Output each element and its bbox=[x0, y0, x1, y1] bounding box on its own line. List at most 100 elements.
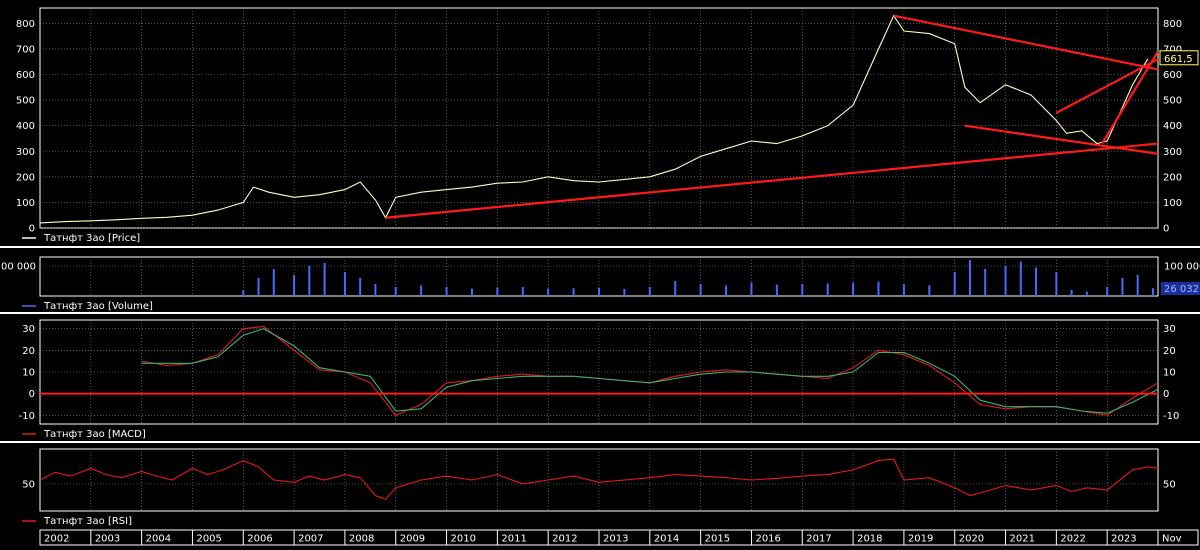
volume-bar bbox=[648, 287, 651, 296]
x-tick-label: 2020 bbox=[959, 534, 984, 545]
x-tick-label: 2015 bbox=[705, 534, 730, 545]
volume-bar bbox=[928, 285, 931, 296]
volume-bar bbox=[598, 287, 600, 296]
series-line-0-0 bbox=[39, 14, 1149, 224]
volume-bar bbox=[968, 260, 971, 296]
volume-bar bbox=[496, 287, 499, 296]
y-tick-label-right: 50 bbox=[1163, 479, 1176, 490]
volume-bar bbox=[1035, 267, 1038, 296]
x-tick-label: 2007 bbox=[298, 534, 323, 545]
volume-bar bbox=[902, 284, 905, 296]
volume-bar bbox=[359, 278, 362, 296]
x-tick-label: 2014 bbox=[654, 534, 679, 545]
y-tick-label-left: 700 bbox=[16, 44, 35, 55]
volume-bar bbox=[308, 266, 311, 296]
volume-bar bbox=[775, 284, 778, 296]
y-tick-label-left: 0 bbox=[29, 389, 35, 400]
volume-bar bbox=[1004, 266, 1007, 296]
x-tick-label: Nov bbox=[1162, 534, 1182, 545]
y-tick-label-right: 0 bbox=[1163, 224, 1169, 235]
y-tick-label-left: 400 bbox=[16, 121, 35, 132]
x-tick-label: 2012 bbox=[552, 534, 577, 545]
volume-bar bbox=[877, 281, 880, 296]
x-tick-label: 2018 bbox=[857, 534, 882, 545]
x-tick-label: 2003 bbox=[95, 534, 120, 545]
volume-bar bbox=[1070, 290, 1073, 296]
volume-bar bbox=[445, 287, 448, 296]
x-tick-label: 2017 bbox=[806, 534, 831, 545]
series-line-3-0 bbox=[39, 458, 1159, 501]
y-tick-label-left: 100 000 bbox=[0, 262, 36, 273]
y-tick-label-right: 100 000 bbox=[1164, 262, 1200, 273]
volume-bar bbox=[257, 278, 260, 296]
x-tick-label: 2022 bbox=[1060, 534, 1085, 545]
y-tick-label-right: 10 bbox=[1163, 368, 1176, 379]
y-tick-label-right: 100 bbox=[1163, 198, 1182, 209]
volume-bar bbox=[470, 288, 473, 296]
y-tick-label-left: 10 bbox=[22, 368, 35, 379]
x-tick-label: 2009 bbox=[400, 534, 425, 545]
y-tick-label-left: 500 bbox=[16, 96, 35, 107]
volume-bar bbox=[374, 284, 377, 296]
volume-bar bbox=[1055, 272, 1058, 296]
y-tick-label-right: 300 bbox=[1163, 147, 1182, 158]
volume-bar bbox=[826, 283, 829, 296]
volume-bar bbox=[343, 272, 346, 296]
volume-bar bbox=[323, 263, 326, 296]
y-tick-label-right: 0 bbox=[1163, 389, 1169, 400]
volume-bar bbox=[750, 282, 753, 296]
y-tick-label-left: 100 bbox=[16, 198, 35, 209]
volume-bar bbox=[1085, 291, 1088, 296]
last-price-box bbox=[1159, 50, 1199, 66]
volume-bar bbox=[852, 282, 855, 296]
volume-bar bbox=[1151, 288, 1154, 296]
volume-bar bbox=[984, 269, 987, 296]
volume-bar bbox=[272, 269, 275, 296]
x-tick-label: 2016 bbox=[755, 534, 780, 545]
y-tick-label-left: 800 bbox=[16, 19, 35, 30]
x-tick-label: 2002 bbox=[44, 534, 69, 545]
volume-bar bbox=[623, 288, 626, 296]
volume-bar bbox=[1019, 261, 1022, 296]
volume-bar bbox=[547, 288, 550, 296]
volume-bar bbox=[699, 284, 702, 296]
x-tick-label: 2013 bbox=[603, 534, 628, 545]
x-tick-label: 2021 bbox=[1010, 534, 1035, 545]
trendline bbox=[1101, 50, 1159, 145]
trendline bbox=[1055, 58, 1159, 114]
trendline bbox=[964, 124, 1159, 155]
x-tick-label: 2004 bbox=[146, 534, 171, 545]
y-tick-label-right: 20 bbox=[1163, 346, 1176, 357]
legend-label: Татнфт 3ао [RSI] bbox=[43, 516, 132, 527]
volume-bar bbox=[242, 290, 245, 296]
volume-bar bbox=[725, 285, 728, 296]
y-tick-label-left: 20 bbox=[22, 346, 35, 357]
y-tick-label-left: 300 bbox=[16, 147, 35, 158]
series-line-2-1 bbox=[141, 328, 1159, 414]
legend-label: Татнфт 3ао [MACD] bbox=[43, 429, 146, 440]
y-tick-label-left: 600 bbox=[16, 70, 35, 81]
volume-bar bbox=[1106, 287, 1109, 296]
trendline bbox=[385, 142, 1159, 219]
legend-label: Татнфт 3ао [Volume] bbox=[43, 301, 153, 312]
legend-label: Татнфт 3ао [Price] bbox=[43, 233, 140, 244]
y-tick-label-left: 50 bbox=[22, 479, 35, 490]
volume-bar bbox=[521, 287, 524, 296]
x-tick-label: 2023 bbox=[1111, 534, 1136, 545]
volume-bar bbox=[1136, 275, 1139, 296]
volume-bar bbox=[674, 281, 677, 296]
y-tick-label-right: 30 bbox=[1163, 324, 1176, 335]
y-tick-label-right: 700 bbox=[1163, 44, 1182, 55]
y-tick-label-right: 400 bbox=[1163, 121, 1182, 132]
y-tick-label-right: 500 bbox=[1163, 96, 1182, 107]
last-volume-box bbox=[1161, 282, 1200, 295]
volume-bar bbox=[572, 288, 575, 296]
volume-bar bbox=[293, 275, 296, 296]
volume-bar bbox=[953, 272, 956, 296]
y-tick-label-right: -10 bbox=[1163, 411, 1179, 422]
trendline bbox=[893, 14, 1159, 71]
volume-bar bbox=[1121, 278, 1124, 296]
y-tick-label-left: 30 bbox=[22, 324, 35, 335]
x-tick-label: 2008 bbox=[349, 534, 374, 545]
y-tick-label-right: 200 bbox=[1163, 172, 1182, 183]
